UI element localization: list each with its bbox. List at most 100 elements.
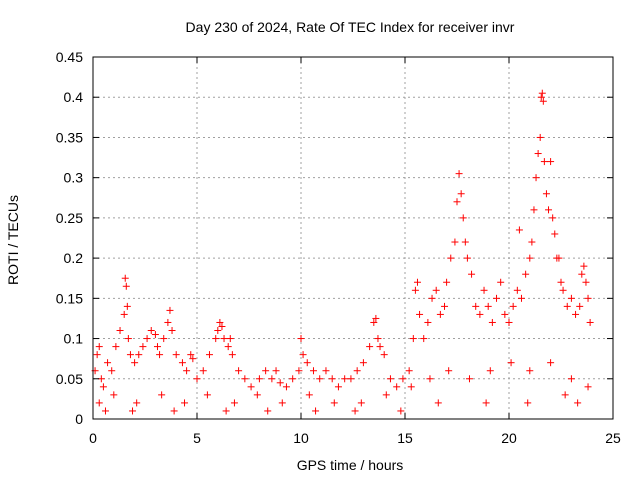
data-point — [126, 351, 134, 359]
data-point — [542, 190, 550, 198]
data-point — [528, 238, 536, 246]
data-point — [486, 367, 494, 375]
data-point — [359, 359, 367, 367]
data-point — [370, 318, 378, 326]
data-point — [472, 302, 480, 310]
data-point — [441, 302, 449, 310]
data-point — [322, 367, 330, 375]
data-point — [584, 383, 592, 391]
data-point — [455, 170, 463, 178]
data-point — [432, 286, 440, 294]
data-point — [372, 314, 380, 322]
data-point — [278, 399, 286, 407]
data-point — [93, 351, 101, 359]
data-point — [567, 294, 575, 302]
data-point — [164, 318, 172, 326]
data-point — [235, 367, 243, 375]
data-point — [289, 375, 297, 383]
data-point — [160, 335, 168, 343]
data-point — [534, 150, 542, 158]
data-point — [299, 351, 307, 359]
data-point — [501, 310, 509, 318]
data-point — [424, 318, 432, 326]
data-point — [436, 310, 444, 318]
data-point — [526, 254, 534, 262]
data-point — [397, 407, 405, 415]
data-point — [557, 278, 565, 286]
data-point — [561, 391, 569, 399]
data-point — [305, 391, 313, 399]
y-tick-label: 0 — [75, 411, 83, 427]
data-point — [551, 230, 559, 238]
data-point — [563, 302, 571, 310]
data-point — [147, 327, 155, 335]
data-point — [526, 367, 534, 375]
data-point — [549, 214, 557, 222]
data-point — [484, 302, 492, 310]
data-point — [461, 238, 469, 246]
data-point — [181, 399, 189, 407]
data-point — [95, 399, 103, 407]
data-point — [505, 318, 513, 326]
data-point — [199, 367, 207, 375]
data-points — [91, 89, 594, 415]
data-point — [420, 335, 428, 343]
data-point — [189, 355, 197, 363]
y-tick-label: 0.15 — [56, 290, 83, 306]
data-point — [214, 327, 222, 335]
data-point — [334, 383, 342, 391]
data-point — [295, 367, 303, 375]
data-point — [193, 375, 201, 383]
y-tick-label: 0.35 — [56, 129, 83, 145]
data-point — [172, 351, 180, 359]
data-point — [513, 286, 521, 294]
data-point — [139, 343, 147, 351]
data-point — [247, 383, 255, 391]
data-point — [121, 274, 129, 282]
data-point — [95, 343, 103, 351]
data-point — [183, 367, 191, 375]
chart-title: Day 230 of 2024, Rate Of TEC Index for r… — [186, 19, 515, 35]
data-point — [582, 278, 590, 286]
data-point — [465, 375, 473, 383]
axis-ticks — [92, 56, 614, 420]
data-point — [567, 375, 575, 383]
data-point — [108, 367, 116, 375]
data-point — [524, 399, 532, 407]
y-tick-label: 0.1 — [64, 331, 84, 347]
y-tick-label: 0.25 — [56, 210, 83, 226]
data-point — [220, 335, 228, 343]
data-point — [584, 294, 592, 302]
data-point — [112, 343, 120, 351]
data-point — [168, 327, 176, 335]
data-point — [445, 367, 453, 375]
data-point — [143, 335, 151, 343]
x-tick-label: 15 — [397, 430, 413, 446]
data-point — [316, 375, 324, 383]
data-point — [253, 391, 261, 399]
y-tick-label: 0.3 — [64, 170, 84, 186]
data-point — [539, 97, 547, 105]
data-point — [129, 407, 137, 415]
data-point — [187, 351, 195, 359]
data-point — [312, 407, 320, 415]
data-point — [116, 327, 124, 335]
data-point — [120, 310, 128, 318]
data-point — [399, 375, 407, 383]
data-point — [203, 391, 211, 399]
data-point — [580, 262, 588, 270]
data-point — [228, 351, 236, 359]
data-point — [347, 375, 355, 383]
data-point — [222, 407, 230, 415]
data-point — [351, 407, 359, 415]
data-point — [453, 198, 461, 206]
data-point — [353, 367, 361, 375]
data-point — [303, 359, 311, 367]
data-point — [586, 318, 594, 326]
data-point — [497, 278, 505, 286]
data-point — [507, 359, 515, 367]
data-point — [297, 335, 305, 343]
data-point — [517, 294, 525, 302]
